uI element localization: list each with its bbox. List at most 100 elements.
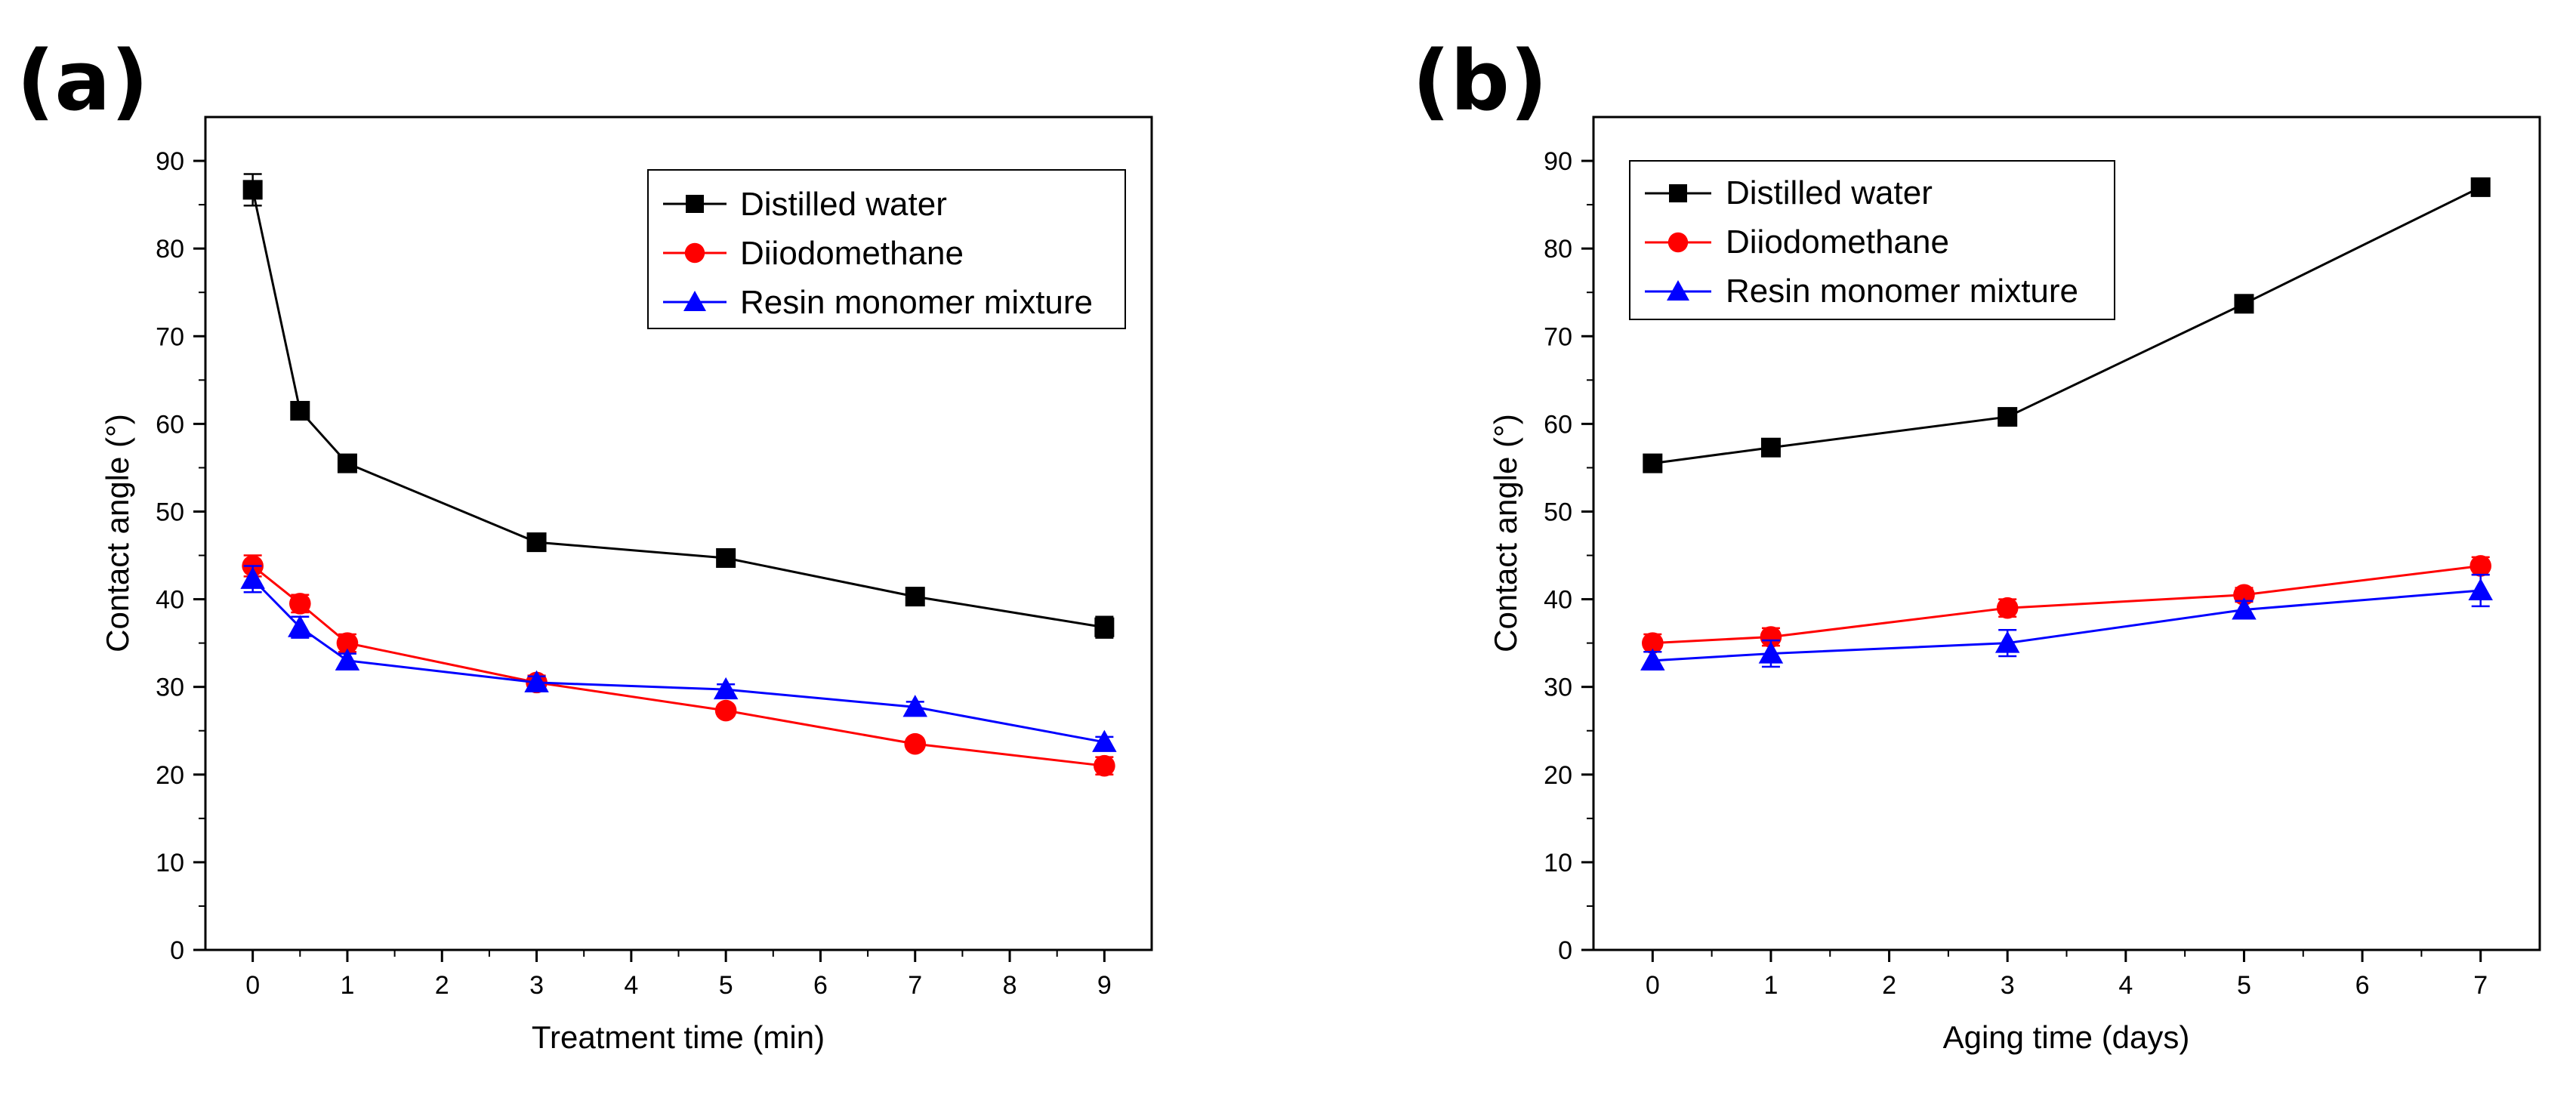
panel-b-point-distilled-water xyxy=(1643,453,1663,473)
panel-b-x-tick-label-1: 1 xyxy=(1763,971,1778,1000)
panel-a-y-tick-label-30: 30 xyxy=(156,674,184,702)
panel-a-x-tick-label-3: 3 xyxy=(529,971,544,1000)
panel-b-point-diiodomethane xyxy=(1760,626,1782,648)
panel-a-point-distilled-water xyxy=(716,548,736,569)
panel-b-series-resin-monomer-mixture xyxy=(1640,573,2493,671)
panel-a-x-tick-label-0: 0 xyxy=(245,971,260,1000)
panel-a-legend-box xyxy=(647,169,1126,329)
panel-b-legend-box xyxy=(1629,160,2115,320)
panel-a-point-resin-monomer-mixture xyxy=(240,566,265,589)
panel-b-x-tick-label-7: 7 xyxy=(2473,971,2488,1000)
panel-b-x-tick-label-2: 2 xyxy=(1882,971,1896,1000)
panel-b-point-resin-monomer-mixture xyxy=(1640,648,1665,671)
panel-a-point-resin-monomer-mixture xyxy=(713,677,739,700)
panel-a-x-tick-label-5: 5 xyxy=(719,971,733,1000)
panel-a-y-tick-label-50: 50 xyxy=(156,498,184,526)
panel-b-label: (b) xyxy=(1412,32,1547,129)
panel-b-legend-entries xyxy=(1645,184,1711,301)
panel-b-point-resin-monomer-mixture xyxy=(2468,578,2493,600)
panel-b-y-axis-title: Contact angle (°) xyxy=(1488,414,1523,652)
panel-b-legend-marker-resin-monomer-mixture xyxy=(1667,280,1689,301)
panel-a-x-tick-label-7: 7 xyxy=(908,971,922,1000)
panel-b-line-resin-monomer-mixture xyxy=(1652,589,2481,662)
panel-a-y-tick-label-60: 60 xyxy=(156,410,184,439)
panel-a-x-axis-title: Treatment time (min) xyxy=(532,1019,825,1055)
panel-b-y-tick-label-80: 80 xyxy=(1544,235,1572,264)
panel-b-point-resin-monomer-mixture xyxy=(1758,641,1784,664)
panel-b-point-distilled-water xyxy=(1998,407,2018,427)
panel-a-y-tick-label-20: 20 xyxy=(156,761,184,790)
panel-a-point-resin-monomer-mixture xyxy=(524,670,549,692)
panel-b-y-tick-label-30: 30 xyxy=(1544,674,1572,702)
panel-b-series-diiodomethane xyxy=(1642,555,2491,654)
panel-a-legend-marker-diiodomethane xyxy=(684,242,705,264)
panel-b-y-tick-label-90: 90 xyxy=(1544,147,1572,176)
panel-a-point-distilled-water xyxy=(337,453,357,473)
panel-b-y-tick-label-50: 50 xyxy=(1544,498,1572,526)
panel-a-point-diiodomethane xyxy=(904,732,927,755)
panel-b-x-tick-label-4: 4 xyxy=(2118,971,2133,1000)
panel-b-legend-label-resin-monomer-mixture: Resin monomer mixture xyxy=(1726,273,2078,310)
panel-a-legend-label-distilled-water: Distilled water xyxy=(740,186,947,223)
panel-a-point-resin-monomer-mixture xyxy=(1092,729,1117,752)
panel-b-point-resin-monomer-mixture xyxy=(1994,631,2020,653)
panel-b-y-tick-label-60: 60 xyxy=(1544,410,1572,439)
panel-a-legend-label-resin-monomer-mixture: Resin monomer mixture xyxy=(740,284,1093,321)
panel-b-y-tick-label-10: 10 xyxy=(1544,849,1572,877)
panel-b-y-tick-label-70: 70 xyxy=(1544,322,1572,351)
panel-a-x-tick-label-8: 8 xyxy=(1003,971,1017,1000)
panel-a-y-tick-label-70: 70 xyxy=(156,322,184,351)
panel-b-point-distilled-water xyxy=(1760,437,1781,458)
panel-a-point-distilled-water xyxy=(290,400,310,421)
panel-a-y-tick-label-0: 0 xyxy=(170,936,184,965)
panel-a-x-tick-label-2: 2 xyxy=(435,971,449,1000)
panel-b-legend-marker-distilled-water xyxy=(1669,184,1687,202)
panel-a-point-distilled-water xyxy=(905,587,925,607)
panel-a-y-tick-label-90: 90 xyxy=(156,147,184,176)
panel-a-y-axis-title: Contact angle (°) xyxy=(100,414,135,652)
panel-a-series xyxy=(240,173,1117,777)
panel-a-legend-label-diiodomethane: Diiodomethane xyxy=(740,235,964,272)
panel-b-point-diiodomethane xyxy=(1642,632,1664,654)
panel-a-x-tick-label-1: 1 xyxy=(340,971,354,1000)
panel-b-point-diiodomethane xyxy=(1996,597,2019,619)
panel-b-point-resin-monomer-mixture xyxy=(2232,597,2257,620)
panel-b-x-tick-label-5: 5 xyxy=(2237,971,2251,1000)
panel-b-legend: Distilled water Diiodomethane Resin mono… xyxy=(1629,160,2115,320)
panel-b-y-tick-label-40: 40 xyxy=(1544,586,1572,615)
panel-a-point-diiodomethane xyxy=(336,632,359,654)
panel-b-y-tick-label-20: 20 xyxy=(1544,761,1572,790)
panel-a-line-resin-monomer-mixture xyxy=(251,578,1105,744)
panel-b-x-tick-label-3: 3 xyxy=(2001,971,2015,1000)
panel-a-x-tick-label-9: 9 xyxy=(1097,971,1112,1000)
panel-a-label: (a) xyxy=(17,32,149,129)
panel-a-x-tick-label-4: 4 xyxy=(624,971,638,1000)
panel-a-point-distilled-water xyxy=(526,532,547,553)
panel-b-point-diiodomethane xyxy=(2470,555,2491,577)
panel-a-y-tick-label-10: 10 xyxy=(156,849,184,877)
panel-a-point-resin-monomer-mixture xyxy=(335,648,360,671)
panel-a-series-distilled-water xyxy=(242,173,1115,639)
panel-b-y-tick-label-0: 0 xyxy=(1558,936,1572,965)
panel-b-point-distilled-water xyxy=(2234,294,2254,314)
panel-b-legend-marker-diiodomethane xyxy=(1667,232,1689,253)
panel-a-point-diiodomethane xyxy=(289,593,311,615)
panel-a-point-distilled-water xyxy=(1094,617,1115,637)
panel-a-x-tick-label-6: 6 xyxy=(813,971,828,1000)
panel-a-legend-marker-resin-monomer-mixture xyxy=(683,291,706,311)
panel-a-point-resin-monomer-mixture xyxy=(288,615,313,637)
panel-b-legend-label-distilled-water: Distilled water xyxy=(1726,174,1933,211)
panel-a-series-diiodomethane xyxy=(242,554,1115,777)
panel-a-series-resin-monomer-mixture xyxy=(240,565,1117,752)
panel-b-point-distilled-water xyxy=(2470,177,2491,197)
panel-b-legend-label-diiodomethane: Diiodomethane xyxy=(1726,224,1949,261)
panel-a-point-distilled-water xyxy=(242,180,263,200)
panel-a-legend-marker-distilled-water xyxy=(686,195,704,213)
panel-a-point-diiodomethane xyxy=(714,699,737,722)
panel-b-x-tick-label-6: 6 xyxy=(2355,971,2370,1000)
panel-a-y-tick-label-40: 40 xyxy=(156,586,184,615)
